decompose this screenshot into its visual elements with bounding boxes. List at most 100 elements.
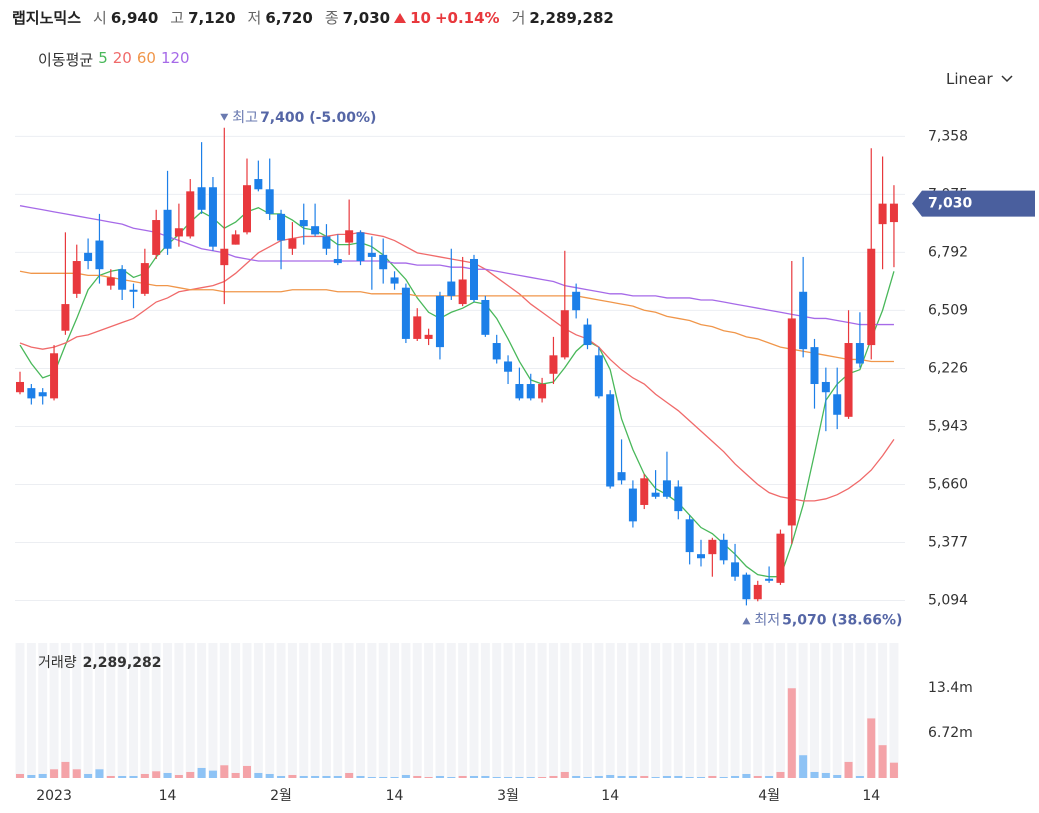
volume-column bbox=[299, 643, 309, 778]
volume-column bbox=[492, 643, 502, 778]
change: 10 bbox=[410, 8, 431, 27]
chevron-icon bbox=[1001, 75, 1013, 83]
candle-body bbox=[163, 209, 172, 249]
volume-bar bbox=[447, 776, 456, 778]
x-tick-label: 14 bbox=[159, 788, 177, 804]
volume-column bbox=[526, 643, 536, 778]
candle-body bbox=[424, 334, 433, 339]
volume-bar bbox=[731, 775, 740, 778]
candle-body bbox=[674, 486, 683, 512]
volume-column bbox=[719, 643, 729, 778]
annotation-label: 최고 bbox=[232, 110, 258, 126]
candle-body bbox=[435, 295, 444, 348]
volume-column bbox=[866, 643, 876, 778]
candle-body bbox=[299, 220, 308, 227]
up-icon bbox=[394, 12, 407, 23]
volume-column bbox=[798, 643, 808, 778]
volume-bar bbox=[424, 776, 433, 778]
candle-body bbox=[742, 574, 751, 600]
volume-bar bbox=[787, 688, 796, 778]
x-tick-label: 2월 bbox=[270, 788, 292, 804]
candle-body bbox=[787, 318, 796, 526]
candle-body bbox=[776, 533, 785, 583]
volume-column bbox=[38, 643, 48, 778]
x-tick-label: 2023 bbox=[36, 788, 72, 804]
volume-column bbox=[219, 643, 229, 778]
volume-bar bbox=[753, 775, 762, 778]
candle-body bbox=[152, 220, 161, 255]
volume-column bbox=[673, 643, 683, 778]
volume-bar bbox=[379, 776, 388, 778]
legend-entry: 120 bbox=[160, 49, 190, 67]
scale-dropdown[interactable]: Linear bbox=[946, 70, 1013, 88]
annotation: 최저 5,070 (38.66%) bbox=[754, 612, 902, 628]
candle-body bbox=[810, 347, 819, 385]
volume-bar bbox=[640, 775, 649, 778]
candle-body bbox=[50, 353, 59, 399]
volume-bar bbox=[583, 776, 592, 778]
volume-bar bbox=[231, 772, 240, 778]
volume-bar bbox=[106, 775, 115, 778]
candle-body bbox=[345, 230, 354, 243]
candle-body bbox=[481, 299, 490, 335]
candle-body bbox=[413, 316, 422, 339]
volume-column bbox=[276, 643, 286, 778]
candle-body bbox=[504, 361, 513, 372]
candle-body bbox=[401, 287, 410, 339]
volume-value: 2,289,282 bbox=[83, 655, 162, 671]
volume-column bbox=[310, 643, 320, 778]
header-value: 6,720 bbox=[265, 8, 313, 27]
volume-column bbox=[617, 643, 627, 778]
scale-label[interactable]: Linear bbox=[946, 70, 993, 88]
candle-body bbox=[243, 185, 251, 233]
candle-body bbox=[447, 281, 456, 296]
candle-body bbox=[95, 240, 104, 270]
volume-label: 거래량 2,289,282 bbox=[38, 655, 161, 671]
header-label: 종 bbox=[324, 9, 339, 27]
candle-body bbox=[560, 310, 569, 358]
candle-body bbox=[889, 203, 898, 223]
volume-bar bbox=[651, 776, 660, 778]
annotation-marker bbox=[220, 113, 229, 121]
annotation-marker bbox=[742, 617, 751, 625]
volume-column bbox=[651, 643, 661, 778]
volume-column bbox=[514, 643, 524, 778]
volume-tick-label: 13.4m bbox=[928, 680, 973, 696]
candle-body bbox=[231, 234, 240, 245]
candle-body bbox=[61, 304, 70, 331]
volume-column bbox=[583, 643, 592, 778]
volume-bar bbox=[878, 745, 887, 778]
volume-column bbox=[424, 643, 434, 778]
x-tick-label: 14 bbox=[601, 788, 619, 804]
header-label: 저 bbox=[247, 9, 262, 27]
candle-body bbox=[640, 478, 649, 505]
volume-bar bbox=[674, 775, 683, 778]
candle-body bbox=[492, 343, 501, 360]
volume-column bbox=[741, 643, 751, 778]
volume-column bbox=[117, 643, 127, 778]
volume-column bbox=[197, 643, 207, 778]
volume-column bbox=[94, 643, 104, 778]
candle-body bbox=[617, 472, 626, 481]
candle-body bbox=[821, 381, 830, 393]
volume-bar bbox=[662, 775, 671, 778]
volume-column bbox=[106, 643, 116, 778]
legend-entry: 20 bbox=[112, 49, 132, 67]
annotation-value: 7,400 (-5.00%) bbox=[260, 110, 376, 126]
volume-column bbox=[639, 643, 649, 778]
candle-body bbox=[379, 254, 388, 270]
header-label: 시 bbox=[93, 9, 107, 27]
volume-bar bbox=[38, 773, 47, 778]
volume-column bbox=[810, 643, 819, 778]
volume-column bbox=[469, 643, 479, 778]
volume-column bbox=[605, 643, 615, 778]
volume-column bbox=[548, 643, 558, 778]
volume-bar bbox=[594, 775, 603, 778]
volume-column bbox=[253, 643, 263, 778]
candle-body bbox=[186, 191, 195, 237]
y-tick-label: 7,358 bbox=[928, 128, 968, 144]
volume-column bbox=[503, 643, 513, 778]
volume-column bbox=[730, 643, 740, 778]
volume-bar bbox=[538, 776, 547, 778]
